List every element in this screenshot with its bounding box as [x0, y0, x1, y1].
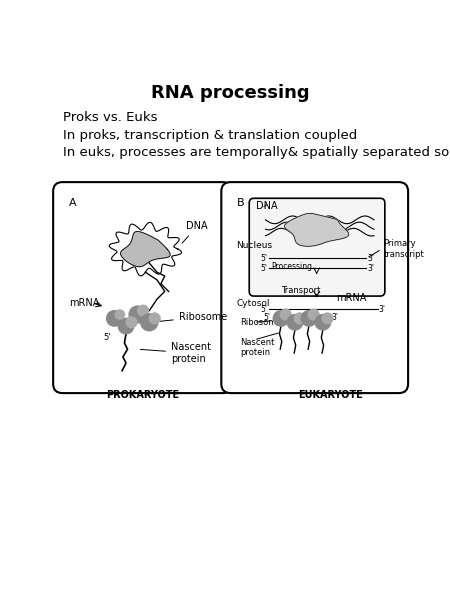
Text: B: B: [237, 197, 244, 208]
Text: In euks, processes are temporally& spatially separated so more control: In euks, processes are temporally& spati…: [63, 146, 450, 160]
Circle shape: [138, 305, 148, 316]
Circle shape: [322, 313, 333, 324]
Text: Nascent
protein: Nascent protein: [140, 342, 211, 364]
Text: mRNA: mRNA: [336, 293, 366, 303]
Text: PROKARYOTE: PROKARYOTE: [106, 390, 179, 400]
Text: 5': 5': [260, 254, 267, 263]
Text: DNA: DNA: [256, 200, 278, 211]
Text: Cytosol: Cytosol: [236, 298, 270, 307]
Polygon shape: [284, 214, 349, 247]
Text: 5': 5': [103, 333, 110, 342]
Text: 3': 3': [368, 254, 375, 263]
Circle shape: [115, 310, 125, 319]
Text: 3': 3': [332, 313, 339, 322]
Text: A: A: [69, 197, 76, 208]
Circle shape: [149, 313, 160, 324]
Text: EUKARYOTE: EUKARYOTE: [298, 390, 363, 400]
FancyBboxPatch shape: [249, 198, 385, 296]
Text: Processing: Processing: [272, 262, 313, 271]
Text: Transport: Transport: [281, 286, 320, 295]
Circle shape: [287, 314, 303, 330]
Polygon shape: [121, 232, 170, 267]
Text: Ribosome: Ribosome: [153, 312, 227, 322]
Text: 5': 5': [260, 264, 267, 273]
Circle shape: [308, 309, 319, 320]
Circle shape: [273, 311, 289, 326]
Circle shape: [141, 314, 158, 331]
Text: Proks vs. Euks: Proks vs. Euks: [63, 111, 157, 124]
Circle shape: [294, 313, 305, 324]
Circle shape: [126, 317, 137, 328]
Text: 5': 5': [260, 305, 267, 314]
Text: 3': 3': [378, 305, 386, 314]
Circle shape: [315, 314, 331, 330]
Text: Primary
transcript: Primary transcript: [383, 239, 424, 259]
Text: In proks, transcription & translation coupled: In proks, transcription & translation co…: [63, 129, 357, 142]
Text: Nucleus: Nucleus: [236, 241, 272, 250]
Text: 5': 5': [264, 313, 270, 322]
Text: Ribosome: Ribosome: [240, 318, 282, 327]
FancyBboxPatch shape: [221, 182, 408, 393]
Circle shape: [107, 311, 122, 326]
Text: Nascent
protein: Nascent protein: [240, 338, 274, 357]
Text: DNA: DNA: [182, 221, 208, 243]
Circle shape: [280, 309, 291, 320]
Circle shape: [129, 306, 146, 323]
Circle shape: [301, 311, 317, 326]
Text: RNA processing: RNA processing: [151, 83, 310, 101]
Text: 3': 3': [368, 264, 375, 273]
Text: mRNA: mRNA: [69, 298, 99, 308]
FancyBboxPatch shape: [53, 182, 232, 393]
Circle shape: [118, 319, 134, 334]
